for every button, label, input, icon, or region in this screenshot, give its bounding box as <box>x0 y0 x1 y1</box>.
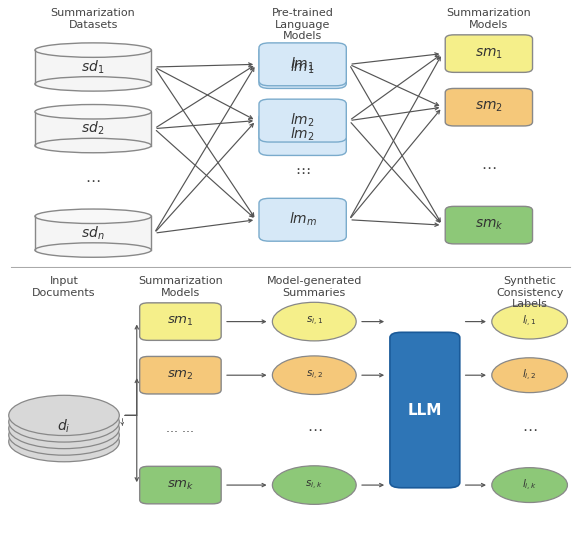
Text: Pre-trained
Language
Models: Pre-trained Language Models <box>272 8 333 41</box>
Text: LLM: LLM <box>407 403 442 418</box>
Ellipse shape <box>492 304 567 339</box>
Text: $\cdots$: $\cdots$ <box>522 421 537 436</box>
Text: $sm_1$: $sm_1$ <box>475 47 503 61</box>
Bar <box>35 111 151 145</box>
Text: $sm_2$: $sm_2$ <box>475 100 503 114</box>
Ellipse shape <box>35 77 151 91</box>
Ellipse shape <box>492 358 567 392</box>
Text: $sm_k$: $sm_k$ <box>474 218 503 232</box>
Ellipse shape <box>9 421 119 461</box>
Text: Summarization
Models: Summarization Models <box>138 276 223 297</box>
Text: $lm_m$: $lm_m$ <box>289 211 317 228</box>
Text: $sm_2$: $sm_2$ <box>167 369 194 382</box>
Text: $lm_1$: $lm_1$ <box>290 58 315 76</box>
Text: $l_{i,k}$: $l_{i,k}$ <box>522 478 537 493</box>
Text: $sm_k$: $sm_k$ <box>166 479 194 492</box>
Text: $lm_1$: $lm_1$ <box>290 56 315 73</box>
Ellipse shape <box>9 415 119 455</box>
Text: $d_i$: $d_i$ <box>57 418 71 435</box>
FancyBboxPatch shape <box>259 46 346 88</box>
Text: $\cdots$: $\cdots$ <box>295 164 310 179</box>
Text: Synthetic
Consistency
Labels: Synthetic Consistency Labels <box>496 276 563 309</box>
Text: $l_{i,2}$: $l_{i,2}$ <box>523 368 537 383</box>
Text: $\cdots$: $\cdots$ <box>307 421 322 436</box>
Text: ... ...: ... ... <box>166 422 194 435</box>
FancyBboxPatch shape <box>259 99 346 142</box>
Text: $lm_2$: $lm_2$ <box>290 112 315 129</box>
Text: $l_{i,1}$: $l_{i,1}$ <box>522 314 537 329</box>
FancyBboxPatch shape <box>140 356 221 394</box>
Text: $sd_1$: $sd_1$ <box>81 58 105 76</box>
FancyBboxPatch shape <box>445 35 533 72</box>
Text: Summarization
Models: Summarization Models <box>446 8 531 29</box>
FancyBboxPatch shape <box>259 113 346 155</box>
Ellipse shape <box>9 402 119 442</box>
FancyBboxPatch shape <box>390 332 460 488</box>
Ellipse shape <box>9 396 119 435</box>
Ellipse shape <box>272 466 356 504</box>
FancyBboxPatch shape <box>445 206 533 244</box>
Text: Summarization
Datasets: Summarization Datasets <box>51 8 136 29</box>
Text: $\cdots$: $\cdots$ <box>481 159 496 174</box>
Text: $lm_2$: $lm_2$ <box>290 125 315 143</box>
Bar <box>35 216 151 250</box>
FancyBboxPatch shape <box>140 303 221 340</box>
FancyBboxPatch shape <box>140 466 221 504</box>
Text: $s_{i,2}$: $s_{i,2}$ <box>306 369 323 382</box>
Ellipse shape <box>272 356 356 394</box>
Text: Model-generated
Summaries: Model-generated Summaries <box>267 276 362 297</box>
Ellipse shape <box>272 302 356 341</box>
Ellipse shape <box>9 408 119 449</box>
Ellipse shape <box>35 138 151 153</box>
Ellipse shape <box>492 467 567 503</box>
Ellipse shape <box>35 209 151 224</box>
Text: $s_{i,k}$: $s_{i,k}$ <box>306 479 323 492</box>
Text: $s_{i,1}$: $s_{i,1}$ <box>306 315 323 328</box>
Ellipse shape <box>35 105 151 119</box>
Ellipse shape <box>35 243 151 257</box>
Bar <box>35 50 151 84</box>
Ellipse shape <box>35 43 151 57</box>
FancyBboxPatch shape <box>259 198 346 241</box>
Text: $\cdots$: $\cdots$ <box>86 172 101 187</box>
Text: $sm_1$: $sm_1$ <box>167 315 194 328</box>
Text: Input
Documents: Input Documents <box>32 276 96 297</box>
FancyBboxPatch shape <box>445 88 533 126</box>
Text: $sd_n$: $sd_n$ <box>81 225 105 242</box>
FancyBboxPatch shape <box>259 43 346 86</box>
Text: $sd_2$: $sd_2$ <box>81 120 105 137</box>
Text: $\cdots$: $\cdots$ <box>295 160 310 175</box>
